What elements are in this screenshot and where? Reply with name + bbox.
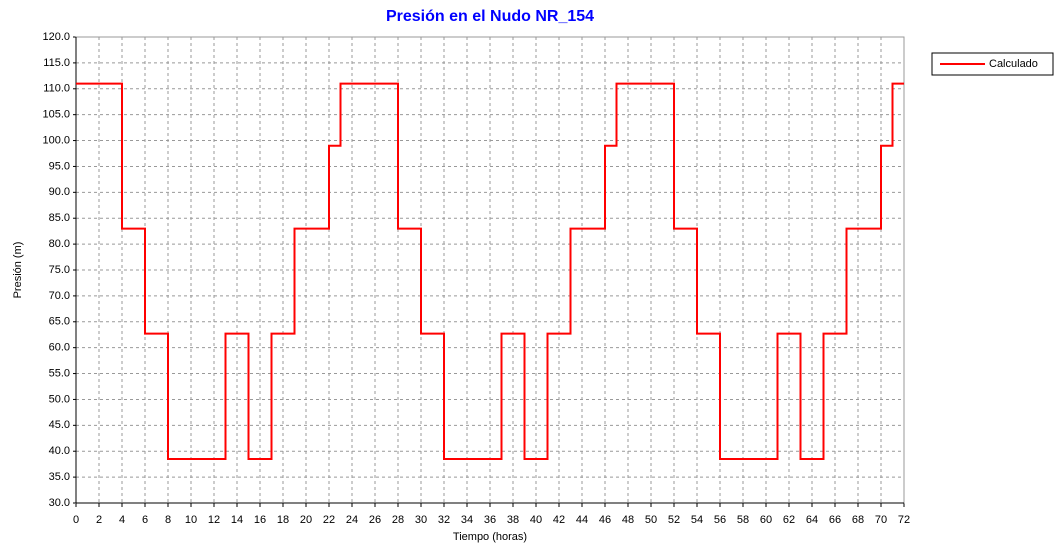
x-tick-label: 40 bbox=[530, 514, 542, 526]
y-tick-label: 100.0 bbox=[42, 134, 70, 146]
x-tick-label: 60 bbox=[760, 514, 772, 526]
y-tick-label: 120.0 bbox=[42, 31, 70, 43]
data-line bbox=[76, 82, 904, 460]
y-tick-label: 90.0 bbox=[49, 186, 70, 198]
x-tick-label: 6 bbox=[142, 514, 148, 526]
x-tick-label: 20 bbox=[300, 514, 312, 526]
y-axis-label: Presión (m) bbox=[12, 242, 24, 299]
x-tick-label: 26 bbox=[369, 514, 381, 526]
x-tick-label: 32 bbox=[438, 514, 450, 526]
y-tick-label: 40.0 bbox=[49, 445, 70, 457]
y-tick-label: 65.0 bbox=[49, 316, 70, 328]
x-tick-label: 4 bbox=[119, 514, 125, 526]
y-tick-label: 70.0 bbox=[49, 290, 70, 302]
x-tick-label: 0 bbox=[73, 514, 79, 526]
x-tick-label: 44 bbox=[576, 514, 588, 526]
y-tick-label: 95.0 bbox=[49, 160, 70, 172]
x-tick-label: 10 bbox=[185, 514, 197, 526]
x-tick-label: 68 bbox=[852, 514, 864, 526]
x-tick-label: 16 bbox=[254, 514, 266, 526]
x-tick-label: 72 bbox=[898, 514, 910, 526]
x-tick-label: 70 bbox=[875, 514, 887, 526]
x-tick-label: 36 bbox=[484, 514, 496, 526]
y-tick-label: 35.0 bbox=[49, 471, 70, 483]
y-tick-label: 45.0 bbox=[49, 419, 70, 431]
x-axis-label: Tiempo (horas) bbox=[453, 531, 527, 543]
y-tick-label: 50.0 bbox=[49, 393, 70, 405]
x-tick-label: 18 bbox=[277, 514, 289, 526]
x-tick-label: 38 bbox=[507, 514, 519, 526]
x-tick-label: 56 bbox=[714, 514, 726, 526]
x-tick-label: 22 bbox=[323, 514, 335, 526]
chart-title: Presión en el Nudo NR_154 bbox=[386, 8, 594, 25]
x-tick-label: 2 bbox=[96, 514, 102, 526]
y-tick-label: 85.0 bbox=[49, 212, 70, 224]
x-tick-label: 8 bbox=[165, 514, 171, 526]
x-tick-label: 14 bbox=[231, 514, 243, 526]
x-tick-label: 54 bbox=[691, 514, 703, 526]
legend-label: Calculado bbox=[989, 58, 1038, 70]
x-tick-label: 52 bbox=[668, 514, 680, 526]
x-tick-label: 34 bbox=[461, 514, 473, 526]
y-tick-label: 75.0 bbox=[49, 264, 70, 276]
x-tick-label: 30 bbox=[415, 514, 427, 526]
x-tick-label: 58 bbox=[737, 514, 749, 526]
x-tick-label: 42 bbox=[553, 514, 565, 526]
x-tick-label: 66 bbox=[829, 514, 841, 526]
y-tick-label: 30.0 bbox=[49, 497, 70, 509]
y-tick-label: 60.0 bbox=[49, 342, 70, 354]
x-tick-label: 28 bbox=[392, 514, 404, 526]
x-tick-label: 50 bbox=[645, 514, 657, 526]
y-tick-label: 105.0 bbox=[42, 109, 70, 121]
x-tick-label: 64 bbox=[806, 514, 818, 526]
legend-box bbox=[931, 52, 1054, 76]
x-tick-label: 46 bbox=[599, 514, 611, 526]
y-tick-label: 110.0 bbox=[43, 83, 70, 95]
y-tick-label: 115.0 bbox=[43, 57, 70, 69]
x-tick-label: 48 bbox=[622, 514, 634, 526]
x-tick-label: 62 bbox=[783, 514, 795, 526]
x-tick-label: 24 bbox=[346, 514, 358, 526]
y-tick-label: 55.0 bbox=[49, 367, 70, 379]
y-tick-label: 80.0 bbox=[49, 238, 70, 250]
x-tick-label: 12 bbox=[208, 514, 220, 526]
